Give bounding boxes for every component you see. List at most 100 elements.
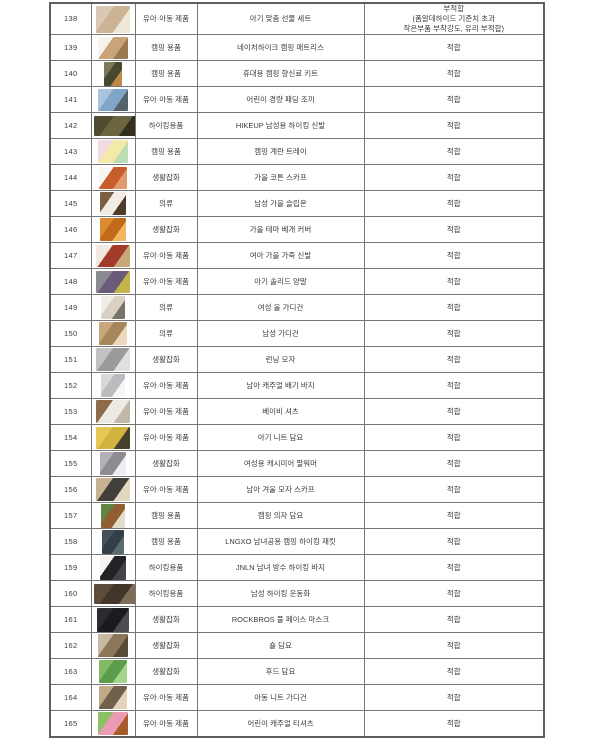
result-cell: 적합 (363, 580, 545, 608)
row-number-cell: 152 (49, 372, 92, 400)
result-cell: 적합 (363, 320, 545, 348)
product-name-cell: 남성 가을 슬립온 (196, 190, 365, 218)
row-number-cell: 160 (49, 580, 92, 608)
category-cell: 캠핑 용품 (134, 34, 198, 62)
thumbnail-cell (90, 2, 136, 36)
category-cell: 캠핑 용품 (134, 528, 198, 556)
result-verdict: 적합 (446, 666, 461, 676)
table-row: 150 의류 남성 가디건 적합 (49, 320, 545, 348)
table-row: 157 캠핑 용품 캠핑 의자 담요 적합 (49, 502, 545, 530)
thumbnail-cell (90, 658, 136, 686)
category-cell: 생활잡화 (134, 632, 198, 660)
table-row: 152 유아·아동 제품 남아 캐주얼 배기 바지 적합 (49, 372, 545, 400)
table-row: 148 유아·아동 제품 아기 솔리드 양말 적합 (49, 268, 545, 296)
result-verdict: 적합 (446, 588, 461, 598)
product-name-cell: 아동 니트 가디건 (196, 684, 365, 712)
product-name-cell: 캠핑 의자 담요 (196, 502, 365, 530)
result-verdict: 적합 (446, 562, 461, 572)
table-row: 147 유아·아동 제품 여아 가을 가죽 신발 적합 (49, 242, 545, 270)
result-verdict: 적합 (446, 146, 461, 156)
category-cell: 생활잡화 (134, 658, 198, 686)
row-number-cell: 139 (49, 34, 92, 62)
row-number-cell: 163 (49, 658, 92, 686)
row-number-cell: 142 (49, 112, 92, 140)
table-row: 165 유아·아동 제품 어린이 캐주얼 티셔츠 적합 (49, 710, 545, 738)
row-number-cell: 157 (49, 502, 92, 530)
result-verdict: 적합 (446, 510, 461, 520)
product-name-cell: 남아 겨울 모자 스카프 (196, 476, 365, 504)
thumbnail-cell (90, 112, 136, 140)
table-row: 140 캠핑 용품 휴대용 캠핑 향신료 키트 적합 (49, 60, 545, 88)
inspection-results-table-wrap: 138 유아·아동 제품 아기 맞춤 선물 세트 부적합 (폼알데하이드 기준치 초과 작… (49, 2, 545, 738)
thumbnail-cell (90, 164, 136, 192)
product-name-cell: 캠핑 계란 트레이 (196, 138, 365, 166)
result-verdict: 적합 (446, 536, 461, 546)
table-row: 153 유아·아동 제품 베이비 셔츠 적합 (49, 398, 545, 426)
baby-gift-set-thumbnail-image (96, 5, 130, 33)
spice-kit-thumbnail-image (104, 61, 122, 86)
result-verdict: 적합 (446, 42, 461, 52)
kids-padded-vest-thumbnail-image (98, 88, 128, 111)
result-cell: 적합 (363, 138, 545, 166)
pillow-cover-thumbnail-image (100, 218, 126, 242)
table-row: 154 유아·아동 제품 아기 니트 담요 적합 (49, 424, 545, 452)
row-number-cell: 138 (49, 2, 92, 36)
row-number-cell: 164 (49, 684, 92, 712)
table-row: 151 생활잡화 런닝 모자 적합 (49, 346, 545, 374)
result-verdict: 적합 (446, 354, 461, 364)
result-verdict: 적합 (446, 328, 461, 338)
thumbnail-cell (90, 346, 136, 374)
thumbnail-cell (90, 216, 136, 244)
row-number-cell: 145 (49, 190, 92, 218)
result-cell: 적합 (363, 398, 545, 426)
product-name-cell: 아기 솔리드 양말 (196, 268, 365, 296)
result-cell: 적합 (363, 450, 545, 478)
men-cardigan-thumbnail-image (99, 322, 127, 346)
result-verdict: 적합 (446, 692, 461, 702)
product-name-cell: 남성 하이킹 운동화 (196, 580, 365, 608)
row-number-cell: 141 (49, 86, 92, 114)
result-verdict: 적합 (446, 224, 461, 234)
result-cell: 적합 (363, 476, 545, 504)
table-row: 156 유아·아동 제품 남아 겨울 모자 스카프 적합 (49, 476, 545, 504)
result-verdict: 적합 (446, 302, 461, 312)
product-name-cell: 네이처하이크 캠핑 매트리스 (196, 34, 365, 62)
thumbnail-cell (90, 138, 136, 166)
table-row: 139 캠핑 용품 네이처하이크 캠핑 매트리스 적합 (49, 34, 545, 62)
table-row: 144 생활잡화 가을 코튼 스카프 적합 (49, 164, 545, 192)
result-verdict: 적합 (446, 432, 461, 442)
kids-knit-cardigan-thumbnail-image (99, 686, 127, 710)
cashmere-arm-warmer-thumbnail-image (100, 452, 126, 476)
waterproof-pants-thumbnail-image (100, 555, 126, 580)
result-cell: 적합 (363, 710, 545, 738)
thumbnail-cell (90, 294, 136, 322)
baby-socks-thumbnail-image (96, 270, 130, 293)
thumbnail-cell (90, 268, 136, 296)
baby-knit-blanket-thumbnail-image (96, 426, 130, 449)
table-row: 143 캠핑 용품 캠핑 계란 트레이 적합 (49, 138, 545, 166)
category-cell: 유아·아동 제품 (134, 2, 198, 36)
result-cell: 적합 (363, 242, 545, 270)
result-verdict: 적합 (446, 380, 461, 390)
table-row: 155 생활잡화 여성용 캐시미어 팔워머 적합 (49, 450, 545, 478)
full-face-mask-thumbnail-image (97, 607, 129, 632)
women-wool-cardigan-thumbnail-image (101, 296, 125, 320)
category-cell: 유아·아동 제품 (134, 242, 198, 270)
thumbnail-cell (90, 398, 136, 426)
result-cell: 적합 (363, 346, 545, 374)
row-number-cell: 143 (49, 138, 92, 166)
result-verdict: 적합 (446, 718, 461, 728)
kids-casual-tshirt-thumbnail-image (98, 712, 128, 736)
thumbnail-cell (90, 86, 136, 114)
camping-mattress-thumbnail-image (98, 36, 128, 59)
category-cell: 유아·아동 제품 (134, 86, 198, 114)
thumbnail-cell (90, 606, 136, 634)
table-row: 160 하이킹용품 남성 하이킹 운동화 적합 (49, 580, 545, 608)
row-number-cell: 150 (49, 320, 92, 348)
category-cell: 생활잡화 (134, 216, 198, 244)
result-cell: 부적합 (폼알데하이드 기준치 초과 작은부품 부착강도, 유리 부적합) (363, 2, 545, 36)
result-verdict: 적합 (446, 458, 461, 468)
table-row: 145 의류 남성 가을 슬립온 적합 (49, 190, 545, 218)
product-name-cell: HIKEUP 남성용 하이킹 신발 (196, 112, 365, 140)
row-number-cell: 151 (49, 346, 92, 374)
